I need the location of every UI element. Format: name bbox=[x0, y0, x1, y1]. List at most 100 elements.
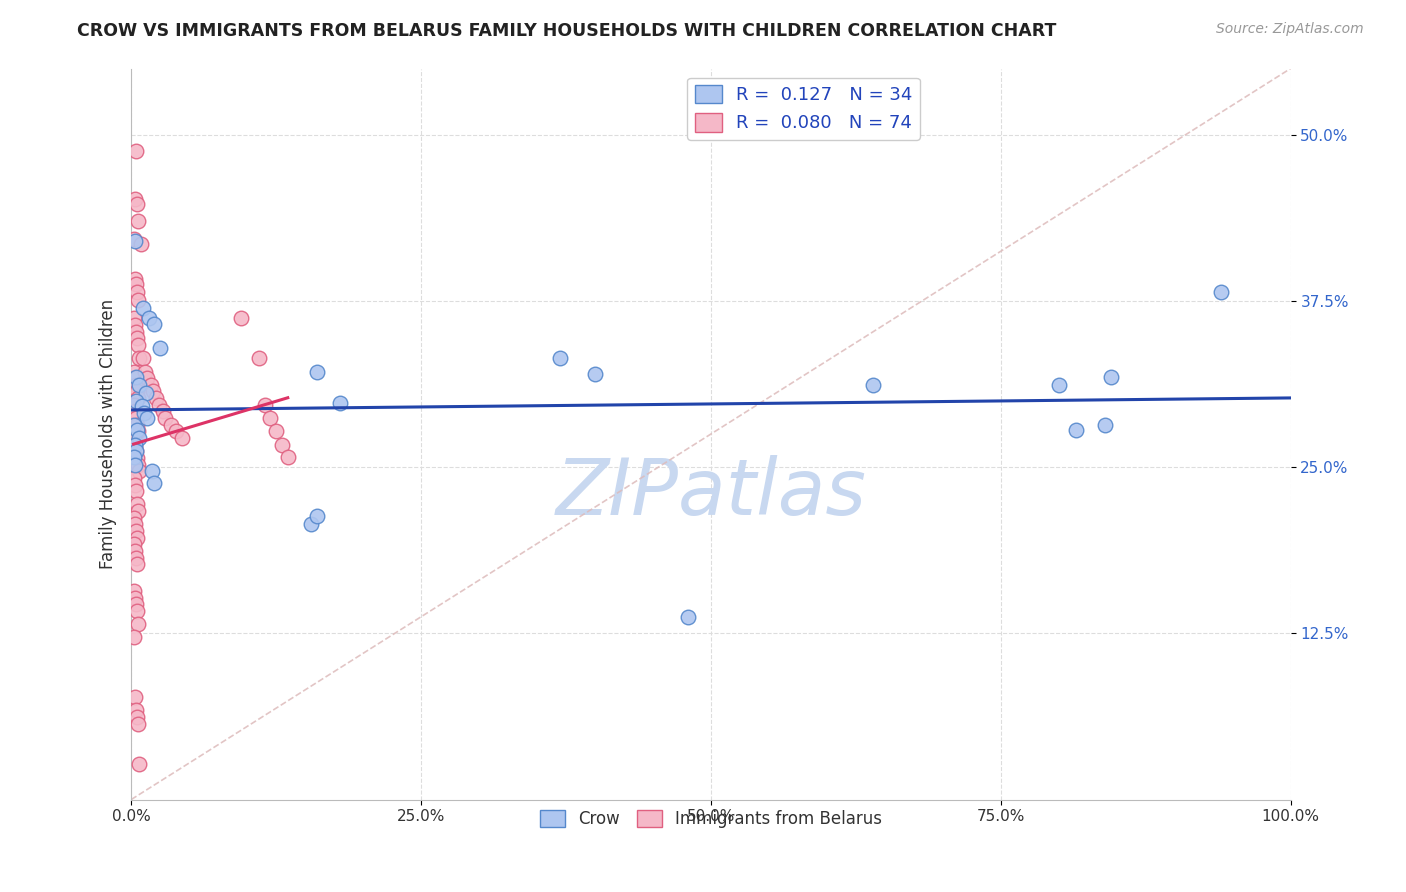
Point bbox=[125, 277, 148, 291]
Point bbox=[122, 417, 145, 432]
Point bbox=[124, 235, 146, 249]
Point bbox=[125, 558, 148, 572]
Point bbox=[122, 537, 145, 551]
Point bbox=[125, 531, 148, 545]
Point bbox=[305, 509, 328, 524]
Point bbox=[122, 510, 145, 524]
Point bbox=[127, 293, 149, 307]
Point bbox=[142, 384, 165, 399]
Point bbox=[125, 450, 148, 465]
Point bbox=[135, 385, 157, 400]
Point bbox=[127, 716, 149, 731]
Legend: Crow, Immigrants from Belarus: Crow, Immigrants from Belarus bbox=[533, 804, 889, 835]
Point bbox=[124, 437, 146, 451]
Point bbox=[124, 458, 146, 472]
Point bbox=[125, 377, 148, 392]
Point bbox=[143, 476, 166, 491]
Point bbox=[143, 317, 166, 331]
Point bbox=[124, 690, 146, 705]
Point bbox=[128, 351, 150, 366]
Point bbox=[125, 325, 148, 339]
Point bbox=[124, 371, 146, 385]
Point bbox=[145, 391, 167, 405]
Point bbox=[125, 550, 148, 565]
Point bbox=[125, 144, 148, 158]
Point bbox=[129, 236, 152, 251]
Point bbox=[122, 471, 145, 485]
Point bbox=[125, 384, 148, 399]
Point bbox=[128, 431, 150, 445]
Text: Source: ZipAtlas.com: Source: ZipAtlas.com bbox=[1216, 22, 1364, 37]
Point bbox=[138, 311, 160, 326]
Point bbox=[132, 406, 155, 420]
Y-axis label: Family Households with Children: Family Households with Children bbox=[100, 299, 117, 569]
Point bbox=[125, 393, 148, 408]
Point bbox=[122, 450, 145, 464]
Point bbox=[127, 338, 149, 352]
Point bbox=[305, 365, 328, 379]
Point bbox=[1209, 285, 1232, 299]
Point bbox=[1064, 423, 1087, 437]
Point bbox=[125, 197, 148, 211]
Point bbox=[231, 311, 253, 326]
Point bbox=[124, 404, 146, 418]
Point bbox=[125, 417, 148, 432]
Point bbox=[548, 351, 571, 366]
Point bbox=[172, 431, 194, 445]
Point bbox=[583, 368, 606, 382]
Point bbox=[862, 377, 884, 392]
Point bbox=[136, 411, 159, 425]
Point bbox=[128, 464, 150, 478]
Point bbox=[148, 398, 170, 412]
Text: ZIPatlas: ZIPatlas bbox=[555, 455, 866, 531]
Point bbox=[122, 583, 145, 598]
Point bbox=[122, 431, 145, 445]
Point bbox=[132, 351, 155, 366]
Point bbox=[125, 597, 148, 611]
Point bbox=[132, 301, 155, 315]
Point bbox=[1094, 417, 1116, 432]
Point bbox=[124, 477, 146, 491]
Point bbox=[271, 437, 294, 451]
Point bbox=[122, 232, 145, 246]
Point bbox=[127, 617, 149, 632]
Point bbox=[122, 631, 145, 645]
Point bbox=[125, 524, 148, 538]
Point bbox=[125, 370, 148, 384]
Point bbox=[125, 423, 148, 437]
Point bbox=[125, 484, 148, 499]
Point bbox=[125, 444, 148, 458]
Point bbox=[166, 425, 188, 439]
Point bbox=[139, 377, 162, 392]
Point bbox=[153, 411, 176, 425]
Point bbox=[125, 604, 148, 618]
Point bbox=[124, 591, 146, 605]
Point bbox=[124, 192, 146, 206]
Point bbox=[128, 756, 150, 771]
Point bbox=[136, 371, 159, 385]
Point bbox=[124, 517, 146, 532]
Point bbox=[277, 450, 299, 464]
Point bbox=[127, 391, 149, 405]
Point bbox=[127, 214, 149, 228]
Point bbox=[141, 464, 163, 478]
Point bbox=[127, 458, 149, 472]
Point bbox=[125, 703, 148, 717]
Point bbox=[124, 437, 146, 451]
Point bbox=[128, 377, 150, 392]
Point bbox=[127, 425, 149, 439]
Point bbox=[131, 399, 153, 413]
Point bbox=[125, 411, 148, 425]
Point bbox=[253, 398, 276, 412]
Point bbox=[125, 331, 148, 345]
Point bbox=[124, 271, 146, 285]
Point bbox=[122, 398, 145, 412]
Point bbox=[149, 341, 172, 355]
Point bbox=[259, 411, 281, 425]
Point bbox=[124, 318, 146, 332]
Point bbox=[125, 710, 148, 724]
Point bbox=[247, 351, 270, 366]
Point bbox=[125, 498, 148, 512]
Point bbox=[1047, 377, 1070, 392]
Point bbox=[122, 311, 145, 326]
